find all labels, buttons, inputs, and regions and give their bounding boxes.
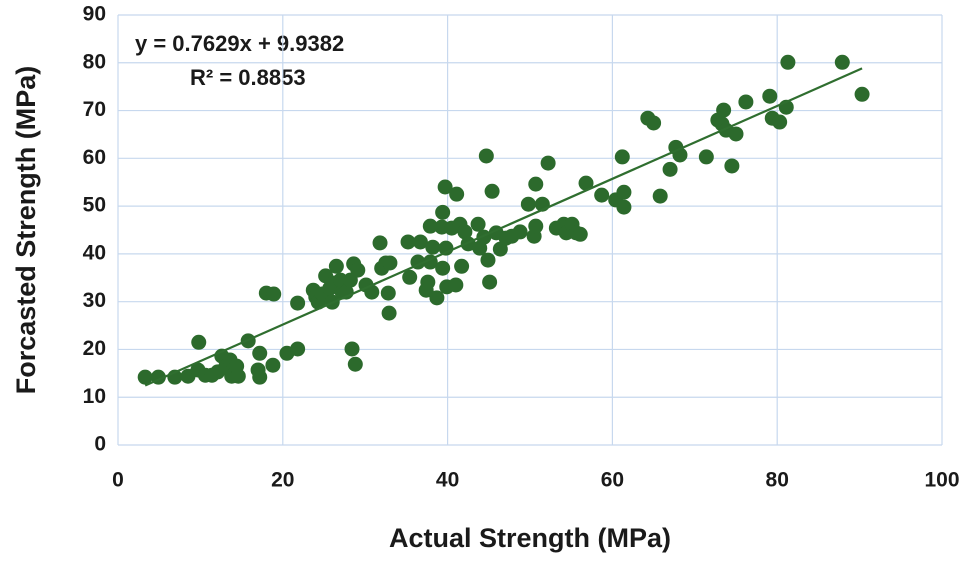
trendline: [144, 67, 863, 387]
point: [372, 235, 388, 251]
point: [594, 187, 610, 203]
point: [429, 290, 445, 306]
point: [380, 285, 396, 301]
y-tick-label: 70: [83, 98, 106, 121]
point: [834, 54, 850, 70]
y-tick-label: 20: [83, 337, 106, 360]
point: [449, 186, 465, 202]
point: [762, 88, 778, 104]
point: [646, 115, 662, 131]
y-tick-label: 10: [83, 385, 106, 408]
y-tick-label: 40: [83, 241, 106, 264]
point: [381, 305, 397, 321]
y-tick-label: 50: [83, 194, 106, 217]
equation: y = 0.7629x + 9.9382: [135, 31, 344, 56]
point: [652, 188, 668, 204]
point: [724, 158, 740, 174]
point: [400, 234, 416, 250]
x-tick-label: 0: [112, 469, 124, 492]
point: [616, 184, 632, 200]
y-tick-label: 30: [83, 289, 106, 312]
point: [738, 94, 754, 110]
y-tick-label: 0: [94, 433, 106, 456]
point: [412, 234, 428, 250]
point: [328, 258, 344, 274]
point: [616, 199, 632, 215]
point: [492, 241, 508, 257]
x-tick-label: 20: [271, 469, 294, 492]
point: [540, 155, 556, 171]
point: [698, 149, 714, 165]
y-axis-title: Forcasted Strength (MPa): [11, 66, 41, 395]
point: [347, 356, 363, 372]
point: [772, 114, 788, 130]
point: [728, 126, 744, 142]
y-tick-label: 90: [83, 3, 106, 26]
point: [454, 258, 470, 274]
point: [252, 369, 268, 385]
point: [470, 216, 486, 232]
x-axis-title: Actual Strength (MPa): [389, 523, 671, 553]
point: [435, 260, 451, 276]
point: [402, 269, 418, 285]
point: [482, 274, 498, 290]
y-tick-label: 80: [83, 50, 106, 73]
point: [137, 369, 153, 385]
point: [448, 277, 464, 293]
point: [382, 255, 398, 271]
point: [422, 218, 438, 234]
x-tick-label: 60: [601, 469, 624, 492]
point: [290, 341, 306, 357]
point: [290, 295, 306, 311]
point: [252, 345, 268, 361]
point: [614, 149, 630, 165]
point: [265, 357, 281, 373]
point: [528, 176, 544, 192]
x-tick-label: 100: [924, 469, 959, 492]
point: [435, 204, 451, 220]
point: [854, 86, 870, 102]
point: [425, 239, 441, 255]
point: [457, 224, 473, 240]
point: [512, 224, 528, 240]
point: [480, 252, 496, 268]
y-tick-label: 60: [83, 146, 106, 169]
point: [437, 179, 453, 195]
point: [520, 196, 536, 212]
point: [420, 274, 436, 290]
point: [350, 262, 366, 278]
point: [484, 183, 500, 199]
point: [578, 175, 594, 191]
point: [478, 148, 494, 164]
point: [344, 341, 360, 357]
point: [572, 226, 588, 242]
x-tick-label: 80: [766, 469, 789, 492]
point: [528, 218, 544, 234]
point: [191, 334, 207, 350]
point: [716, 102, 732, 118]
r-squared: R² = 0.8853: [190, 65, 306, 90]
point: [662, 161, 678, 177]
x-tick-label: 40: [436, 469, 459, 492]
point: [230, 368, 246, 384]
point: [780, 54, 796, 70]
point: [364, 284, 380, 300]
point: [266, 286, 282, 302]
